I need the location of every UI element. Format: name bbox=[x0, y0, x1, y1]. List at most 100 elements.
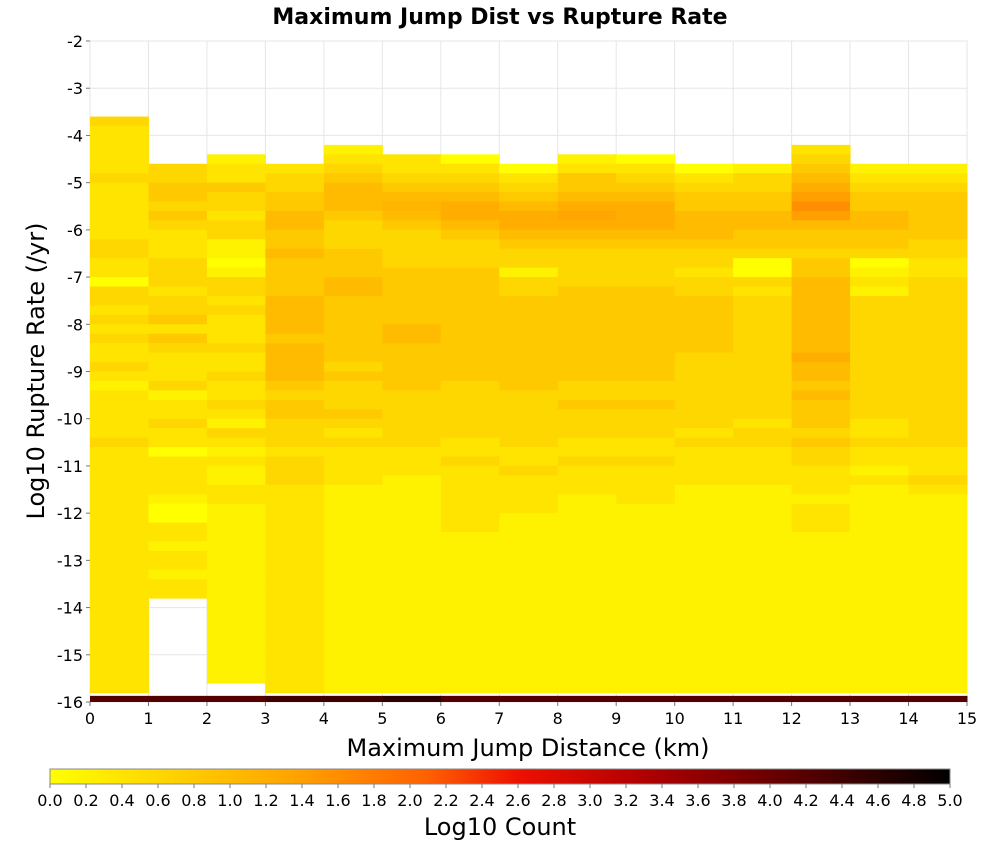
heatmap-cell bbox=[908, 277, 968, 288]
heatmap-cell bbox=[90, 617, 149, 627]
heatmap-cell bbox=[499, 286, 559, 297]
heatmap-cell bbox=[382, 173, 442, 184]
heatmap-cell bbox=[733, 503, 793, 514]
heatmap-cell bbox=[908, 192, 968, 203]
heatmap-cell bbox=[323, 333, 383, 344]
heatmap-cell bbox=[908, 484, 968, 495]
heatmap-cell bbox=[90, 626, 149, 637]
heatmap-cell bbox=[557, 560, 617, 571]
heatmap-cell bbox=[733, 192, 793, 203]
heatmap-cell bbox=[674, 192, 734, 203]
heatmap-cell bbox=[265, 626, 325, 637]
heatmap-cell bbox=[90, 465, 149, 476]
heatmap-cell bbox=[616, 380, 676, 391]
heatmap-cell bbox=[206, 343, 266, 354]
heatmap-cell bbox=[265, 390, 325, 401]
heatmap-cell bbox=[733, 343, 793, 354]
heatmap-cell bbox=[499, 484, 559, 495]
heatmap-cell bbox=[499, 456, 559, 467]
heatmap-cell bbox=[440, 229, 500, 240]
y-tick-label: -10 bbox=[57, 410, 83, 429]
heatmap-cell bbox=[206, 569, 266, 580]
heatmap-cell bbox=[90, 305, 149, 316]
heatmap-cell bbox=[791, 399, 851, 410]
heatmap-cell bbox=[616, 447, 676, 457]
heatmap-cell bbox=[908, 286, 968, 297]
heatmap-cell bbox=[265, 494, 325, 505]
heatmap-cell bbox=[557, 475, 617, 486]
heatmap-cell bbox=[733, 654, 793, 665]
heatmap-cell bbox=[733, 277, 793, 288]
heatmap-cell bbox=[265, 475, 325, 486]
heatmap-cell bbox=[850, 258, 910, 269]
colorbar-tick-label: 3.6 bbox=[685, 791, 710, 810]
heatmap-cell bbox=[616, 173, 676, 184]
heatmap-cell bbox=[908, 305, 968, 316]
colorbar-tick-label: 2.2 bbox=[433, 791, 458, 810]
heatmap-cell bbox=[323, 532, 383, 542]
heatmap-cell bbox=[90, 550, 149, 561]
heatmap-cell bbox=[206, 503, 266, 514]
heatmap-cell bbox=[557, 522, 617, 533]
heatmap-cell bbox=[908, 673, 968, 684]
heatmap-cell bbox=[850, 399, 910, 410]
heatmap-cell bbox=[791, 607, 851, 618]
heatmap-cell bbox=[674, 465, 734, 476]
heatmap-cell bbox=[850, 550, 910, 561]
heatmap-cell bbox=[499, 277, 559, 288]
heatmap-cell bbox=[557, 258, 617, 269]
heatmap-cell bbox=[791, 560, 851, 571]
heatmap-cell bbox=[791, 598, 851, 609]
heatmap-cell bbox=[440, 447, 500, 457]
heatmap-cell bbox=[674, 598, 734, 609]
heatmap-cell bbox=[265, 314, 325, 325]
heatmap-cell bbox=[206, 560, 266, 571]
heatmap-cell bbox=[382, 267, 442, 278]
colorbar-tick-label: 1.0 bbox=[217, 791, 242, 810]
heatmap-cell bbox=[674, 399, 734, 410]
heatmap-cell bbox=[791, 503, 851, 514]
heatmap-cell bbox=[674, 390, 734, 401]
heatmap-cell bbox=[733, 494, 793, 505]
heatmap-cell bbox=[265, 409, 325, 420]
heatmap-cell bbox=[265, 569, 325, 580]
heatmap-cell bbox=[616, 267, 676, 278]
heatmap-cell bbox=[382, 617, 442, 627]
heatmap-cell bbox=[440, 484, 500, 495]
heatmap-cell bbox=[323, 267, 383, 278]
heatmap-cell bbox=[733, 437, 793, 448]
heatmap-cell bbox=[148, 522, 208, 533]
heatmap-cell bbox=[90, 447, 149, 457]
heatmap-cell bbox=[850, 418, 910, 429]
heatmap-cell bbox=[850, 286, 910, 297]
heatmap-cell bbox=[265, 286, 325, 297]
heatmap-cell bbox=[557, 635, 617, 646]
heatmap-cell bbox=[908, 579, 968, 590]
heatmap-cell bbox=[440, 277, 500, 288]
heatmap-cell bbox=[791, 645, 851, 656]
heatmap-cell-bottom bbox=[382, 695, 442, 702]
heatmap-cell bbox=[791, 418, 851, 429]
heatmap-cell bbox=[90, 286, 149, 297]
heatmap-cell bbox=[206, 465, 266, 476]
heatmap-cell bbox=[148, 248, 208, 259]
heatmap-cell bbox=[674, 409, 734, 420]
heatmap-cell bbox=[850, 390, 910, 401]
heatmap-cell bbox=[382, 324, 442, 335]
heatmap-cell bbox=[90, 371, 149, 382]
heatmap-cell bbox=[90, 277, 149, 288]
heatmap-cell bbox=[206, 371, 266, 382]
heatmap-cell bbox=[440, 324, 500, 335]
heatmap-cell bbox=[616, 229, 676, 240]
heatmap-cell bbox=[557, 286, 617, 297]
heatmap-cell bbox=[908, 258, 968, 269]
heatmap-cell bbox=[616, 541, 676, 552]
heatmap-cell bbox=[616, 635, 676, 646]
heatmap-cell bbox=[206, 324, 266, 335]
heatmap-cell bbox=[148, 286, 208, 297]
heatmap-cell bbox=[733, 664, 793, 675]
heatmap-cell bbox=[265, 532, 325, 542]
heatmap-cell bbox=[440, 465, 500, 476]
heatmap-cell bbox=[382, 683, 442, 694]
heatmap-cell bbox=[323, 654, 383, 665]
